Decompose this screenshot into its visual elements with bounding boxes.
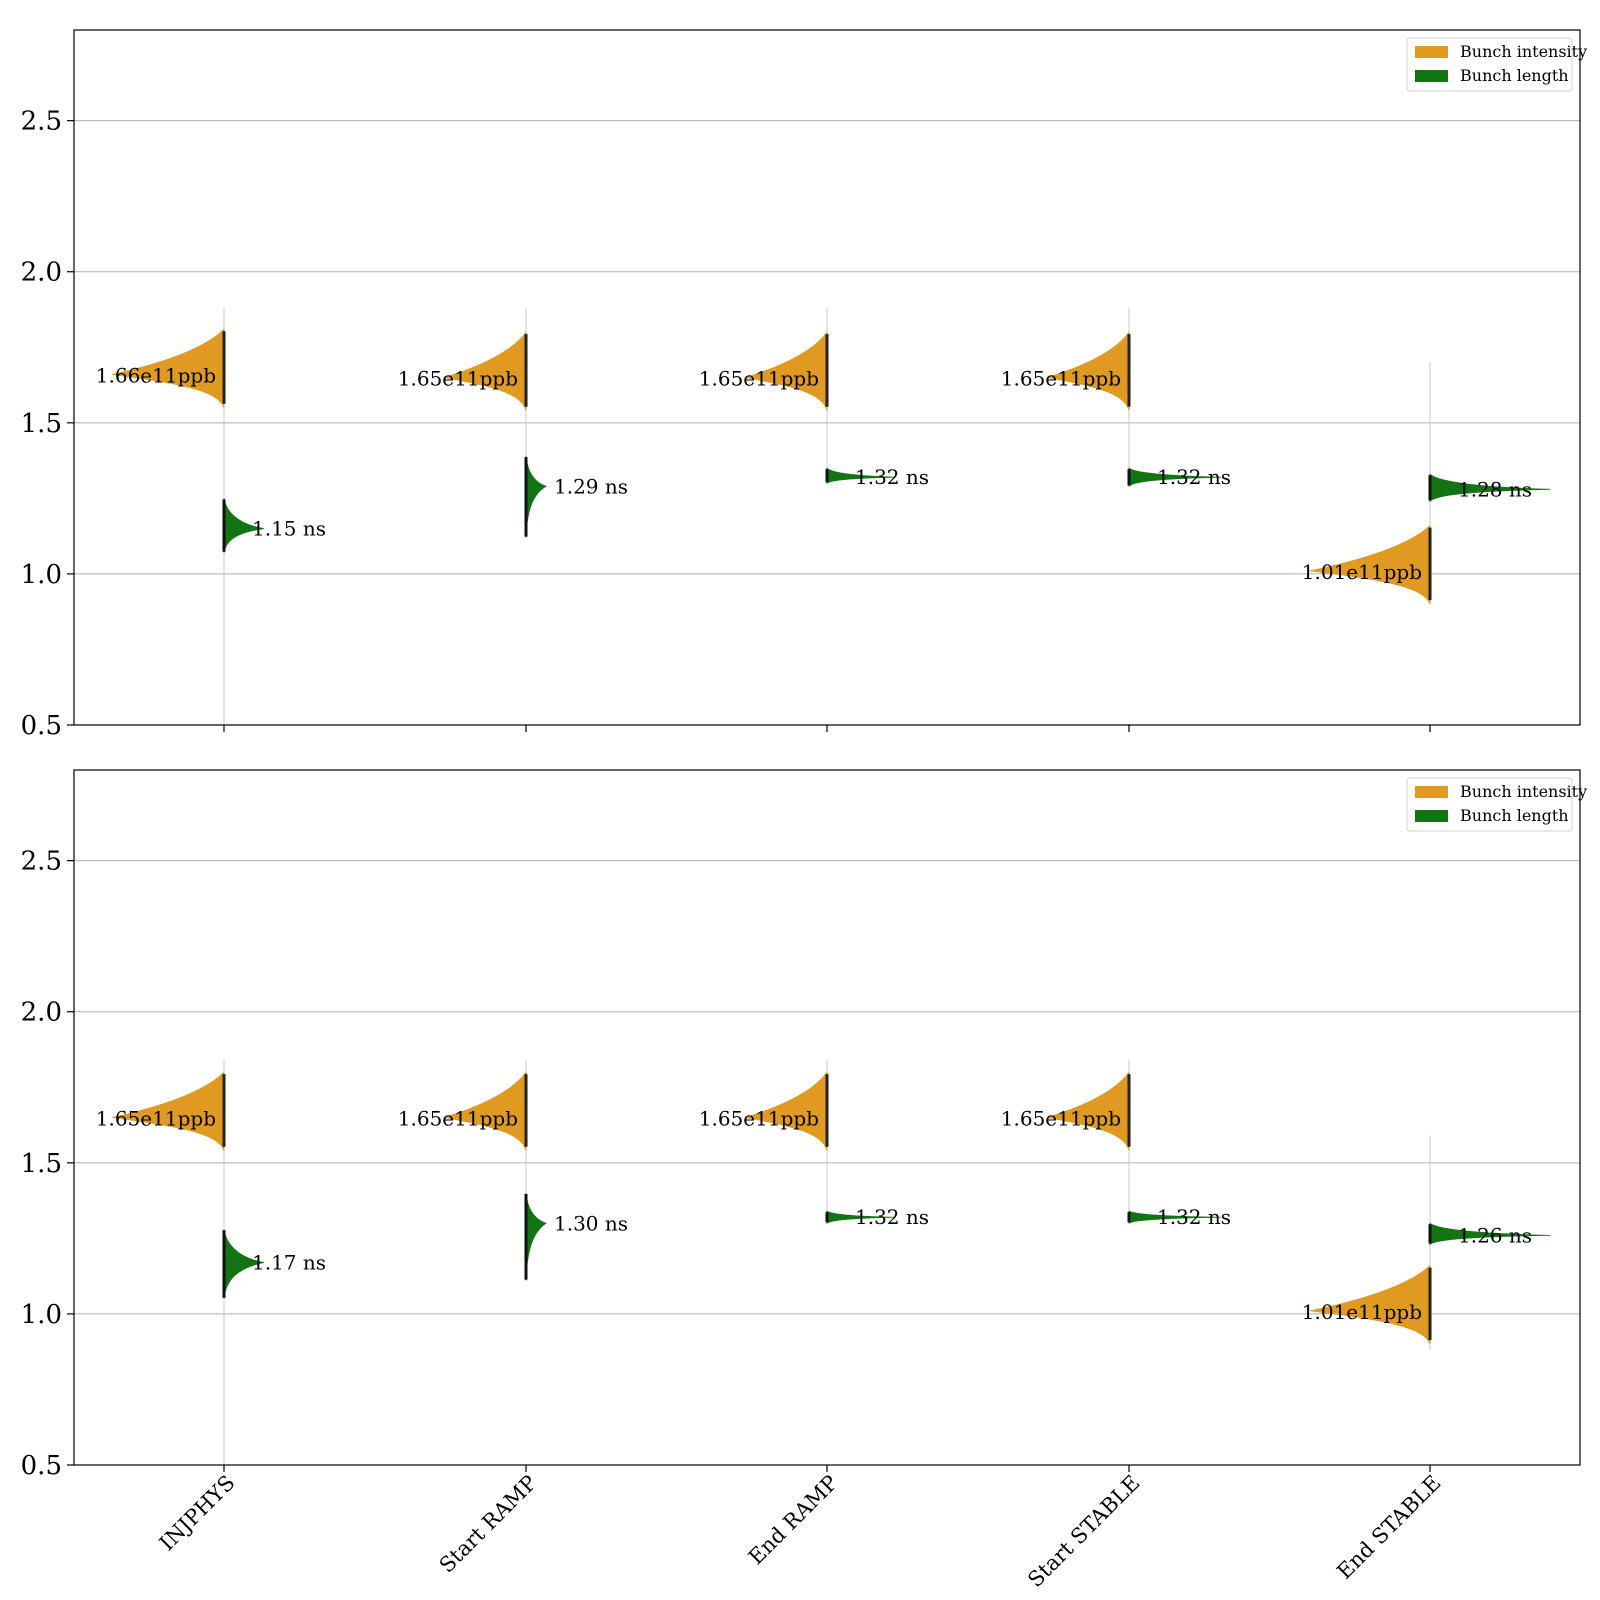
intensity-violin	[111, 1071, 225, 1151]
length-value-label: 1.32 ns	[1157, 1205, 1231, 1229]
length-violin	[1429, 1222, 1551, 1246]
length-violin	[826, 467, 896, 485]
length-violin	[1128, 467, 1222, 488]
xtick-label: Start RAMP	[435, 1471, 542, 1578]
ytick-label: 1.5	[21, 1149, 62, 1179]
legend-swatch-intensity	[1415, 46, 1448, 58]
intensity-violin	[744, 330, 828, 411]
intensity-violin	[443, 1070, 527, 1151]
intensity-violin	[1309, 524, 1431, 605]
xtick-label: End STABLE	[1332, 1471, 1445, 1584]
panel-bottom: 0.5 1.0 1.5 2.0 2.5 1.65e11ppb 1.17 ns 1.65e11p…	[21, 769, 1587, 1481]
xtick-label: Start STABLE	[1023, 1471, 1144, 1592]
ytick-label: 1.0	[21, 1300, 62, 1330]
intensity-value-label: 1.65e11ppb	[1001, 1107, 1121, 1131]
plot-frame	[73, 769, 1581, 1466]
intensity-violin	[1046, 330, 1130, 411]
legend-label-length: Bunch length	[1460, 806, 1569, 825]
intensity-violin	[744, 1070, 828, 1151]
intensity-violin	[111, 328, 225, 408]
ytick-label: 1.5	[21, 409, 62, 439]
length-value-label: 1.30 ns	[554, 1211, 628, 1235]
ytick-label: 2.0	[21, 998, 62, 1028]
intensity-violin	[1309, 1264, 1431, 1345]
legend-swatch-length	[1415, 810, 1448, 822]
length-violin	[1128, 1210, 1222, 1225]
intensity-value-label: 1.65e11ppb	[1001, 367, 1121, 391]
ytick-label: 2.5	[21, 107, 62, 137]
length-violin	[525, 1193, 547, 1281]
length-value-label: 1.17 ns	[252, 1251, 326, 1275]
legend-label-intensity: Bunch intensity	[1460, 782, 1587, 801]
ytick-label: 1.0	[21, 560, 62, 590]
legend-swatch-intensity	[1415, 786, 1448, 798]
length-violin	[826, 1210, 896, 1225]
intensity-value-label: 1.65e11ppb	[398, 1107, 518, 1131]
length-value-label: 1.32 ns	[855, 465, 929, 489]
length-value-label: 1.32 ns	[855, 1205, 929, 1229]
intensity-value-label: 1.01e11ppb	[1302, 560, 1422, 584]
legend: Bunch intensity Bunch length	[1406, 777, 1587, 832]
intensity-violin	[443, 330, 527, 411]
xtick-label: End RAMP	[744, 1471, 843, 1570]
panel-top: 0.5 1.0 1.5 2.0 2.5 1.66e11ppb 1.15 ns 1.65e11p…	[21, 29, 1587, 741]
legend-box	[1406, 777, 1573, 832]
intensity-value-label: 1.65e11ppb	[699, 1107, 819, 1131]
intensity-value-label: 1.65e11ppb	[398, 367, 518, 391]
length-value-label: 1.26 ns	[1458, 1223, 1532, 1247]
ytick-label: 0.5	[21, 711, 62, 741]
length-violin	[223, 498, 265, 553]
intensity-value-label: 1.65e11ppb	[699, 367, 819, 391]
length-value-label: 1.28 ns	[1458, 477, 1532, 501]
ytick-label: 0.5	[21, 1451, 62, 1481]
x-axis-labels: INJPHYS Start RAMP End RAMP Start STABLE End…	[155, 1471, 1446, 1592]
legend-label-intensity: Bunch intensity	[1460, 42, 1587, 61]
intensity-value-label: 1.01e11ppb	[1302, 1300, 1422, 1324]
legend-box	[1406, 37, 1573, 92]
legend: Bunch intensity Bunch length	[1406, 37, 1587, 92]
length-value-label: 1.29 ns	[554, 474, 628, 498]
xtick-label: INJPHYS	[155, 1471, 240, 1556]
length-violin	[223, 1229, 265, 1299]
length-violin	[525, 456, 547, 538]
ytick-label: 2.0	[21, 258, 62, 288]
length-violin	[1429, 473, 1551, 503]
length-value-label: 1.32 ns	[1157, 465, 1231, 489]
plot-frame	[73, 29, 1581, 726]
intensity-value-label: 1.65e11ppb	[96, 1107, 216, 1131]
legend-label-length: Bunch length	[1460, 66, 1569, 85]
intensity-violin	[1046, 1070, 1130, 1151]
legend-swatch-length	[1415, 70, 1448, 82]
length-value-label: 1.15 ns	[252, 517, 326, 541]
ytick-label: 2.5	[21, 847, 62, 877]
intensity-value-label: 1.66e11ppb	[96, 363, 216, 387]
